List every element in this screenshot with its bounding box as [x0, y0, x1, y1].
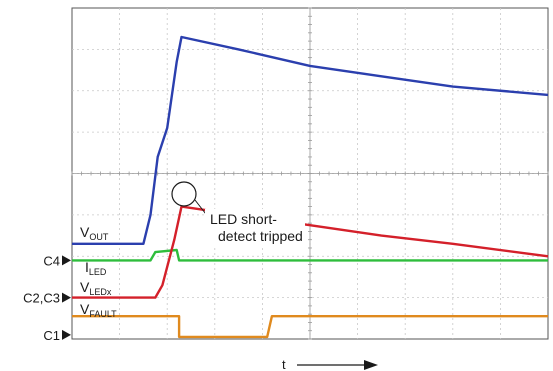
x-axis-label-text: t	[282, 357, 286, 371]
annotation: LED short- detect tripped	[171, 181, 305, 245]
channel-marker-arrow	[62, 255, 71, 266]
series-label-led: ILED	[85, 259, 107, 277]
channel-marker-label: C4	[43, 253, 60, 268]
channel-marker-arrow	[62, 292, 71, 303]
series-labels: VOUT ILED VLEDx VFAULT	[80, 224, 117, 319]
annotation-text-line1: LED short-	[210, 211, 277, 227]
trace-v-fault	[72, 315, 548, 339]
series-label-fault: VFAULT	[80, 301, 117, 319]
series-label-ledx: VLEDx	[80, 279, 112, 297]
trace-v-out	[72, 35, 549, 245]
channel-marker-label: C2,C3	[23, 291, 60, 306]
x-axis-label: t	[282, 357, 378, 371]
annotation-circle	[171, 181, 197, 207]
annotation-bg	[205, 209, 305, 245]
series-label-out: VOUT	[80, 224, 109, 242]
annotation-text-line2: detect tripped	[218, 228, 303, 244]
grid	[71, 7, 549, 340]
channel-markers: C4 C2,C3 C1	[23, 253, 71, 343]
channel-marker-arrow	[62, 329, 71, 340]
x-axis-arrow-head	[364, 360, 378, 370]
trace-i-led	[72, 248, 548, 262]
channel-marker-label: C1	[43, 328, 60, 343]
